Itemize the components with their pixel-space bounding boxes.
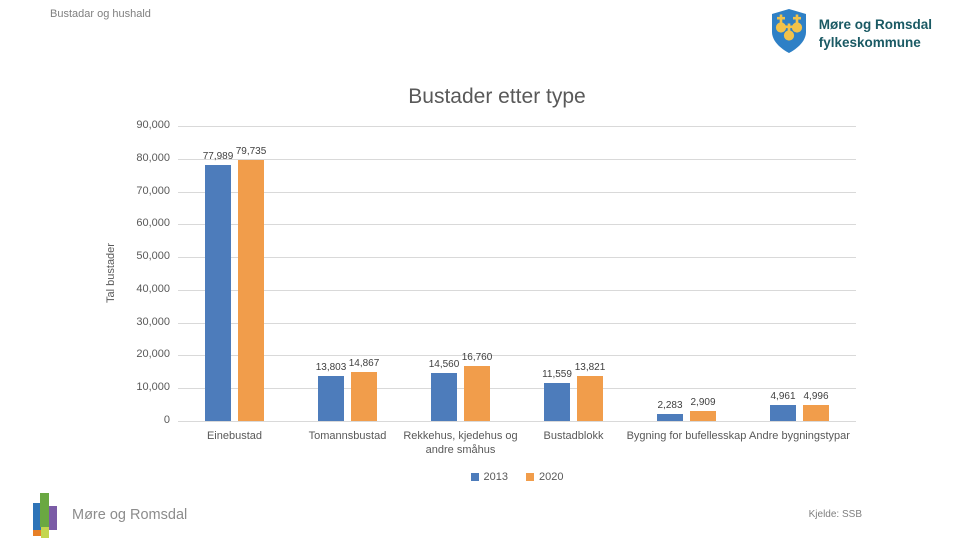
y-axis-tick: 20,000 — [136, 348, 170, 361]
legend-swatch — [470, 473, 479, 481]
y-axis-tick: 10,000 — [136, 381, 170, 394]
org-name-line2: fylkeskommune — [818, 34, 921, 50]
y-axis-tick: 40,000 — [136, 282, 170, 295]
y-axis-tick: 90,000 — [136, 119, 170, 131]
value-label: 11,559 — [542, 369, 572, 381]
breadcrumb: Bustadar og hushald — [50, 8, 151, 20]
gridline — [178, 289, 856, 291]
category-label: Bygning for bufellesskap — [626, 430, 747, 442]
bar-2020 — [577, 375, 603, 421]
bar-2020 — [351, 372, 377, 421]
org-name-line1: Møre og Romsdal — [818, 16, 932, 32]
y-axis-title: Tal bustader — [105, 243, 117, 303]
y-axis-tick: 60,000 — [136, 217, 170, 230]
category-label: Bustadblokk — [543, 430, 604, 442]
legend-swatch — [526, 473, 534, 481]
bar-2013 — [770, 404, 796, 421]
gridline — [178, 388, 856, 390]
category-label: Rekkehus, kjedehus og andre småhus — [403, 430, 518, 457]
bar-2020 — [690, 411, 716, 421]
value-label: 13,821 — [574, 361, 606, 373]
y-axis-tick: 80,000 — [136, 151, 170, 164]
gridline — [178, 191, 856, 193]
coat-of-arms-icon — [769, 8, 809, 59]
legend-item-2013: 2013 — [470, 471, 508, 483]
source-note: Kjelde: SSB — [808, 509, 862, 520]
category-label: Tomannsbustad — [308, 430, 387, 442]
category-label: Andre bygningstypar — [749, 430, 850, 442]
bar-2020 — [238, 159, 264, 421]
value-label: 14,560 — [428, 359, 460, 371]
brand-bars-icon — [33, 493, 59, 538]
value-label: 2,283 — [657, 399, 683, 411]
bar-2013 — [544, 383, 570, 421]
gridline — [178, 257, 856, 259]
legend-label: 2013 — [483, 471, 508, 483]
value-label: 14,867 — [348, 358, 380, 370]
bar-2020 — [464, 366, 490, 421]
footer-brand: Møre og Romsdal — [72, 507, 188, 523]
y-axis-tick: 50,000 — [136, 250, 170, 263]
value-label: 4,996 — [803, 390, 829, 402]
value-label: 2,909 — [690, 397, 716, 409]
y-axis-tick: 0 — [163, 414, 170, 426]
gridline — [178, 355, 856, 357]
org-name: Møre og Romsdal fylkeskommune — [819, 16, 932, 51]
legend-item-2020: 2020 — [526, 471, 563, 483]
bar-2013 — [205, 165, 231, 421]
gridline — [178, 322, 856, 324]
value-label: 77,989 — [202, 151, 234, 163]
category-label: Einebustad — [206, 430, 263, 442]
y-axis-tick: 30,000 — [136, 315, 170, 328]
chart-title: Bustader etter type — [408, 85, 586, 108]
gridline — [178, 158, 856, 160]
value-label: 16,760 — [461, 352, 493, 364]
y-axis-tick: 70,000 — [136, 184, 170, 197]
bar-2013 — [431, 373, 457, 421]
bar-2013 — [657, 413, 683, 421]
chart-legend: 2013 2020 — [178, 471, 856, 483]
value-label: 13,803 — [315, 361, 347, 373]
org-logo: Møre og Romsdal fylkeskommune — [769, 8, 932, 59]
gridline — [178, 126, 856, 127]
value-label: 79,735 — [235, 145, 267, 157]
legend-label: 2020 — [539, 471, 564, 483]
gridline — [178, 421, 856, 422]
value-label: 4,961 — [770, 390, 796, 402]
bar-2013 — [318, 375, 344, 421]
gridline — [178, 224, 856, 226]
bar-2020 — [803, 404, 829, 421]
